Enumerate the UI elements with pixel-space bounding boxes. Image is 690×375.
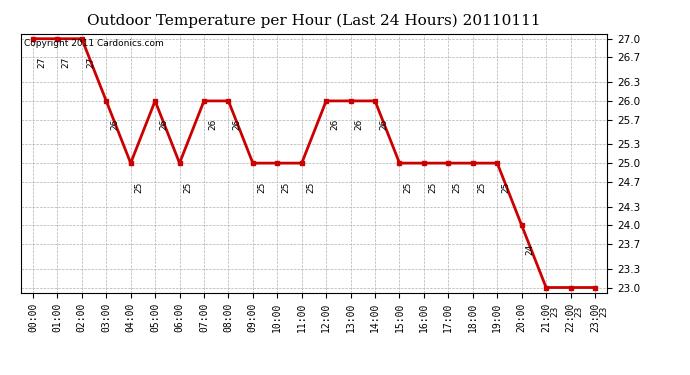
Text: 25: 25: [502, 181, 511, 192]
Text: 24: 24: [526, 243, 535, 255]
Text: 27: 27: [86, 57, 95, 68]
Text: Copyright 2011 Cardonics.com: Copyright 2011 Cardonics.com: [23, 39, 164, 48]
Text: 25: 25: [282, 181, 290, 192]
Text: 23: 23: [599, 306, 608, 317]
Text: 27: 27: [61, 57, 70, 68]
Text: 25: 25: [453, 181, 462, 192]
Text: 27: 27: [37, 57, 46, 68]
Text: 23: 23: [575, 306, 584, 317]
Text: 26: 26: [331, 119, 339, 130]
Text: 25: 25: [306, 181, 315, 192]
Text: 25: 25: [184, 181, 193, 192]
Text: 26: 26: [110, 119, 119, 130]
Text: 26: 26: [380, 119, 388, 130]
Text: 23: 23: [550, 306, 560, 317]
Text: 25: 25: [428, 181, 437, 192]
Text: 25: 25: [404, 181, 413, 192]
Text: 25: 25: [257, 181, 266, 192]
Text: 26: 26: [355, 119, 364, 130]
Text: 25: 25: [477, 181, 486, 192]
Title: Outdoor Temperature per Hour (Last 24 Hours) 20110111: Outdoor Temperature per Hour (Last 24 Ho…: [87, 14, 541, 28]
Text: 26: 26: [208, 119, 217, 130]
Text: 25: 25: [135, 181, 144, 192]
Text: 26: 26: [233, 119, 241, 130]
Text: 26: 26: [159, 119, 168, 130]
